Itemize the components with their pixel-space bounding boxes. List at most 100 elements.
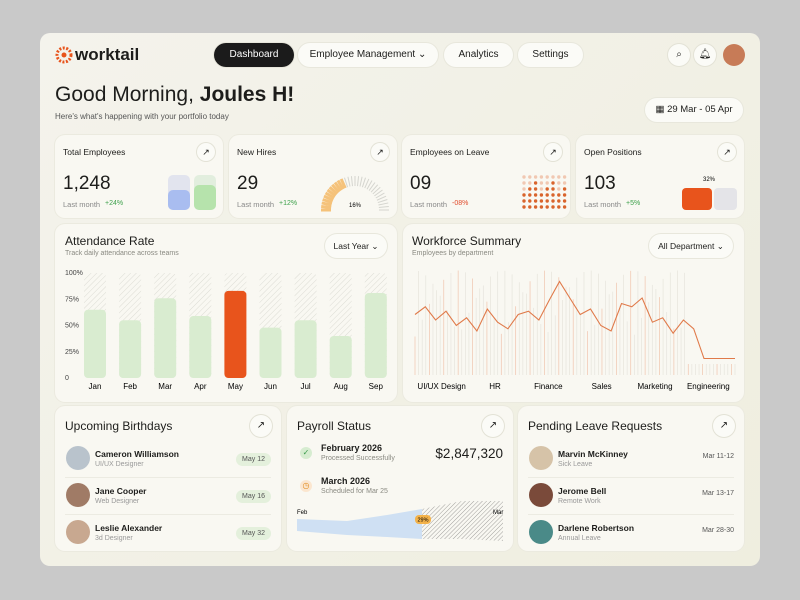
- stat-value: 1,248: [63, 173, 111, 194]
- payroll-status: Processed Successfully: [321, 455, 395, 462]
- card-title: Pending Leave Requests: [528, 419, 663, 433]
- avatar: [66, 483, 90, 507]
- gauge-tick: [347, 176, 351, 187]
- dot: [551, 187, 555, 191]
- notifications-button[interactable]: 🔔︎: [694, 44, 716, 66]
- dot: [522, 199, 526, 203]
- dot: [533, 187, 538, 191]
- attendance-card: Attendance Rate Track daily attendance a…: [55, 224, 397, 402]
- gauge-tick: [344, 177, 349, 188]
- stat-period: Last month: [237, 200, 275, 209]
- dot: [562, 193, 567, 197]
- divider: [528, 477, 734, 478]
- stat-change: +5%: [626, 200, 641, 207]
- dot: [528, 205, 532, 209]
- dot: [522, 175, 526, 179]
- divider: [65, 514, 271, 515]
- nav-dashboard[interactable]: Dashboard: [214, 43, 294, 67]
- nav-settings[interactable]: Settings: [518, 43, 583, 67]
- bar: [119, 320, 142, 378]
- open-button[interactable]: ↗: [713, 415, 735, 437]
- marker-label: 29%: [417, 518, 428, 524]
- person-detail: UI/UX Designer: [95, 461, 144, 468]
- avatar: [529, 520, 553, 544]
- dot: [528, 181, 532, 185]
- user-name: Joules H!: [199, 83, 295, 106]
- x-tick-label: May: [228, 382, 243, 391]
- person-detail: Web Designer: [95, 498, 140, 505]
- x-tick-label: Jul: [300, 382, 310, 391]
- dot: [539, 175, 544, 179]
- payroll-status: Scheduled for Mar 25: [321, 488, 388, 495]
- search-button[interactable]: ⌕: [668, 44, 690, 66]
- workforce-line: [414, 280, 735, 360]
- gauge-tick: [321, 204, 332, 209]
- status-icon: ✓: [300, 447, 312, 459]
- dot: [551, 199, 555, 203]
- gauge-tick: [357, 176, 360, 187]
- avatar: [529, 446, 553, 470]
- dot: [551, 193, 555, 197]
- stat-graphic: 32%: [682, 177, 737, 210]
- dot: [557, 193, 561, 197]
- gauge-tick: [321, 201, 332, 207]
- stat-graphic: 16%: [321, 176, 389, 212]
- open-button[interactable]: ↗: [250, 415, 272, 437]
- stat-card: New Hires ↗ 29 Last month +12% 16%: [229, 135, 397, 218]
- date-text: 29 Mar - 05 Apr: [667, 104, 733, 115]
- x-tick-label: Aug: [334, 382, 348, 391]
- filter[interactable]: Last Year ⌄: [325, 234, 387, 258]
- card-title: Upcoming Birthdays: [65, 419, 173, 433]
- x-tick-label: Marketing: [637, 382, 672, 391]
- stat-card: Open Positions ↗ 103 Last month +5% 32%: [576, 135, 744, 218]
- dot: [562, 199, 567, 203]
- nav-label: Analytics: [458, 49, 499, 60]
- user-avatar[interactable]: [723, 44, 745, 66]
- bar: [84, 309, 106, 378]
- gauge-tick: [364, 178, 370, 189]
- open-button[interactable]: ↗: [197, 143, 215, 161]
- greeting-text: Good Morning,: [55, 83, 194, 106]
- x-tick-label: Finance: [534, 382, 563, 391]
- gauge-tick: [377, 199, 388, 204]
- open-button[interactable]: ↗: [544, 143, 562, 161]
- gauge-tick: [361, 177, 366, 188]
- birthdays-card: Upcoming Birthdays ↗ Cameron Williamson UI/…: [55, 406, 281, 551]
- stat-value: 103: [584, 173, 616, 194]
- dot: [539, 181, 544, 185]
- gauge-tick: [322, 198, 333, 205]
- dot: [557, 181, 561, 185]
- person-name: Cameron Williamson: [95, 449, 179, 459]
- bar: [294, 320, 317, 378]
- x-tick-label: Mar: [158, 382, 172, 391]
- chart-start-label: Feb: [297, 510, 308, 516]
- open-button[interactable]: ↗: [718, 143, 736, 161]
- dot: [528, 193, 532, 197]
- dot: [557, 199, 561, 203]
- nav-analytics[interactable]: Analytics: [444, 43, 513, 67]
- dot: [562, 175, 567, 179]
- card-title: Attendance Rate: [65, 234, 155, 248]
- filter-label: All Department: [658, 241, 715, 251]
- bar-bg: [714, 188, 737, 210]
- date-range[interactable]: ▦ 29 Mar - 05 Apr: [645, 98, 743, 122]
- marker-pill: [415, 515, 431, 524]
- dot: [545, 205, 549, 209]
- stat-change: +24%: [105, 200, 124, 207]
- payroll-amount: $2,847,320: [435, 446, 503, 461]
- bar: [194, 185, 216, 210]
- bar: [168, 190, 190, 210]
- filter[interactable]: All Department ⌄: [649, 234, 733, 258]
- open-button[interactable]: ↗: [482, 415, 504, 437]
- date-label: May 12: [236, 453, 271, 466]
- dot: [545, 175, 549, 179]
- dot: [528, 199, 532, 203]
- x-tick-label: Engineering: [687, 382, 730, 391]
- x-tick-label: Apr: [194, 382, 207, 391]
- person-name: Darlene Robertson: [558, 523, 635, 533]
- date-label: Mar 28-30: [702, 527, 734, 534]
- dot: [557, 205, 561, 209]
- open-button[interactable]: ↗: [371, 143, 389, 161]
- card-subtitle: Track daily attendance across teams: [65, 250, 179, 257]
- nav-employee-management[interactable]: Employee Management ⌄: [298, 43, 438, 67]
